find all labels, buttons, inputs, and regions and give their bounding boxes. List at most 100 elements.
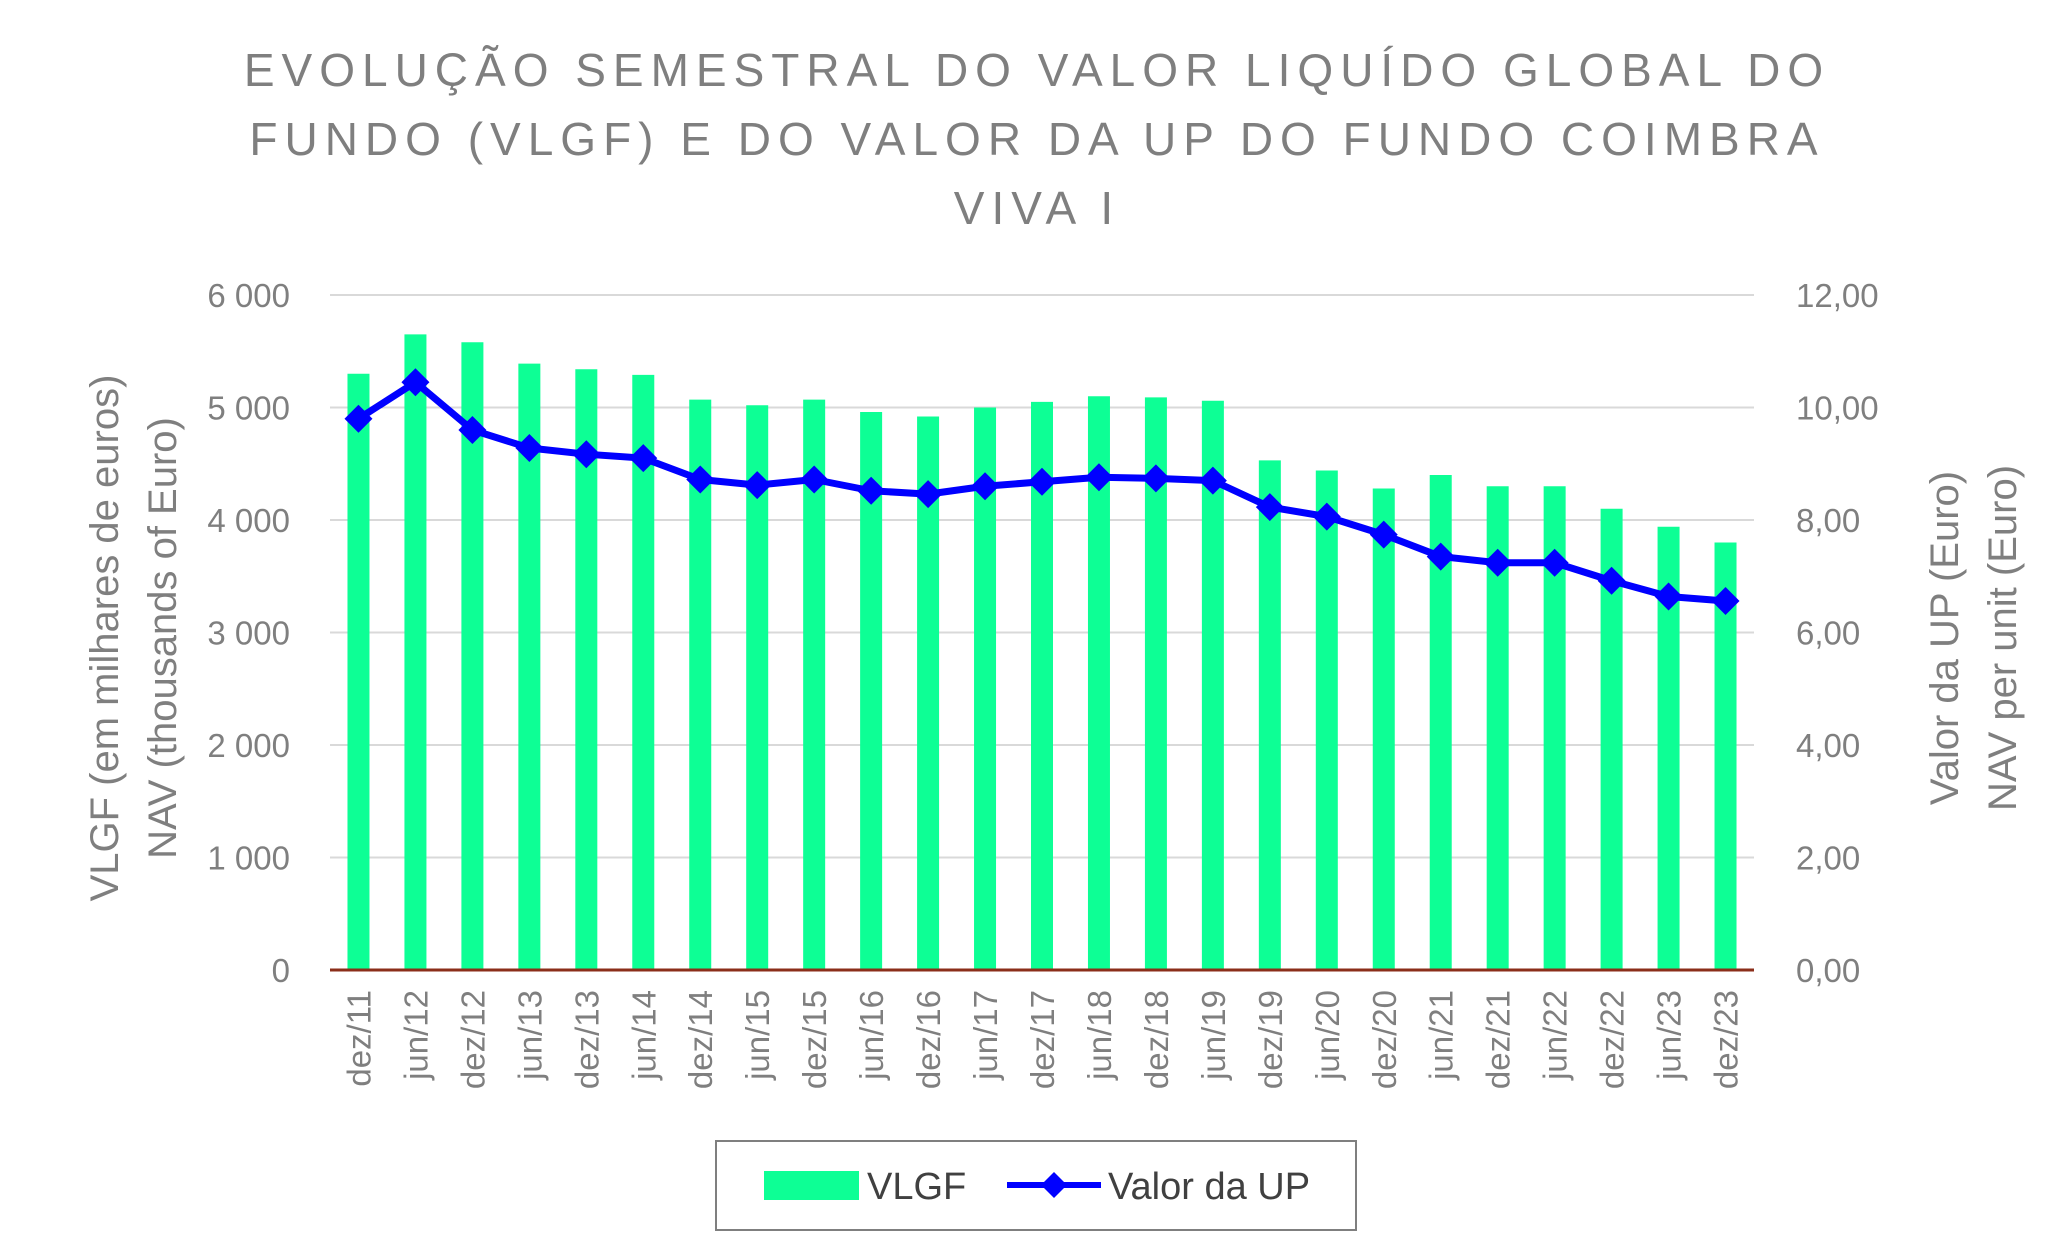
x-tick-label: dez/14: [682, 990, 719, 1089]
x-tick-label: dez/11: [340, 990, 377, 1087]
left-tick-label: 6 000: [207, 277, 290, 314]
x-tick-label: dez/21: [1480, 990, 1517, 1089]
right-tick-label: 4,00: [1796, 727, 1860, 764]
bar-dez/23: [1714, 542, 1737, 970]
x-tick-label: jun/20: [1309, 990, 1346, 1081]
point-jun/18: [1084, 463, 1113, 492]
vlgf-bars: [347, 334, 1737, 970]
bar-dez/13: [575, 369, 598, 970]
chart-title-line-3: VIVA I: [954, 182, 1120, 234]
legend-vlgf-swatch: [764, 1171, 859, 1200]
right-axis-ticks: 0,00 2,00 4,00 6,00 8,00 10,00 12,00: [1796, 277, 1879, 989]
right-axis-title-line-1: Valor da UP (Euro): [1923, 471, 1967, 805]
point-dez/19: [1255, 493, 1284, 522]
x-tick-label: dez/18: [1138, 990, 1175, 1089]
left-axis-title-line-1: VLGF (em milhares de euros): [83, 375, 127, 902]
x-tick-label: dez/22: [1594, 990, 1631, 1089]
bar-jun/21: [1429, 475, 1452, 970]
point-jun/13: [515, 434, 544, 462]
bar-jun/15: [746, 405, 769, 970]
point-dez/18: [1141, 464, 1170, 493]
point-dez/21: [1483, 548, 1512, 577]
left-axis-ticks: 0 1 000 2 000 3 000 4 000 5 000 6 000: [207, 277, 290, 989]
bar-jun/22: [1543, 486, 1566, 970]
x-tick-label: jun/22: [1537, 990, 1574, 1081]
x-tick-label: jun/13: [511, 990, 548, 1081]
left-tick-label: 4 000: [207, 502, 290, 539]
bar-jun/20: [1315, 470, 1338, 970]
legend-valor-da-up-label: Valor da UP: [1108, 1166, 1310, 1208]
right-tick-label: 10,00: [1796, 390, 1879, 427]
point-dez/14: [686, 465, 715, 494]
chart-title-line-2: FUNDO (VLGF) E DO VALOR DA UP DO FUNDO C…: [249, 113, 1824, 165]
x-tick-label: dez/15: [796, 990, 833, 1089]
left-tick-label: 0: [272, 952, 290, 989]
legend-valor-da-up-marker: [1041, 1172, 1067, 1198]
point-jun/22: [1540, 548, 1569, 577]
point-dez/20: [1369, 520, 1398, 549]
bar-jun/17: [974, 407, 997, 970]
valor-da-up-line: [344, 368, 1740, 615]
left-axis-title: VLGF (em milhares de euros) NAV (thousan…: [83, 375, 185, 902]
x-tick-label: jun/23: [1651, 990, 1688, 1081]
x-tick-label: dez/23: [1708, 990, 1745, 1089]
bar-jun/18: [1087, 396, 1110, 970]
left-tick-label: 2 000: [207, 727, 290, 764]
bar-dez/12: [461, 342, 484, 970]
point-dez/15: [800, 465, 829, 494]
point-dez/23: [1711, 587, 1740, 615]
point-jun/23: [1654, 582, 1683, 611]
bar-dez/17: [1031, 401, 1053, 970]
x-tick-label: dez/16: [910, 990, 947, 1089]
bar-dez/14: [689, 399, 712, 970]
point-jun/15: [743, 471, 772, 500]
bar-jun/14: [632, 374, 655, 970]
x-tick-label: jun/15: [739, 990, 776, 1081]
point-jun/12: [401, 368, 430, 397]
right-tick-label: 8,00: [1796, 502, 1860, 539]
point-dez/22: [1597, 566, 1626, 595]
bar-dez/21: [1486, 486, 1509, 970]
point-jun/16: [857, 476, 886, 505]
x-tick-label: jun/14: [625, 990, 662, 1081]
point-dez/11: [344, 404, 373, 433]
bar-dez/16: [917, 416, 940, 970]
chart-title-line-1: EVOLUÇÃO SEMESTRAL DO VALOR LIQUÍDO GLOB…: [244, 44, 1830, 96]
point-dez/17: [1028, 467, 1056, 496]
x-tick-label: dez/17: [1024, 990, 1061, 1089]
point-jun/14: [629, 444, 658, 473]
legend-vlgf-label: VLGF: [867, 1166, 966, 1208]
x-tick-label: jun/19: [1195, 990, 1232, 1081]
point-jun/21: [1426, 542, 1455, 571]
point-dez/12: [458, 416, 487, 444]
x-tick-label: jun/21: [1423, 990, 1460, 1081]
bar-dez/22: [1600, 508, 1623, 970]
right-tick-label: 6,00: [1796, 615, 1860, 652]
x-tick-label: jun/17: [967, 990, 1004, 1081]
right-tick-label: 0,00: [1796, 952, 1860, 989]
left-tick-label: 1 000: [207, 840, 290, 877]
bar-jun/19: [1201, 400, 1224, 970]
bar-jun/13: [518, 363, 541, 970]
point-dez/16: [914, 480, 943, 509]
chart-title: EVOLUÇÃO SEMESTRAL DO VALOR LIQUÍDO GLOB…: [244, 44, 1830, 234]
point-jun/19: [1198, 466, 1227, 495]
bar-dez/18: [1144, 397, 1167, 970]
point-jun/17: [971, 472, 1000, 501]
x-tick-label: dez/13: [568, 990, 605, 1089]
bar-dez/15: [803, 399, 826, 970]
bar-dez/11: [347, 373, 370, 970]
left-tick-label: 5 000: [207, 390, 290, 427]
bar-dez/19: [1258, 460, 1281, 970]
x-tick-label: jun/18: [1081, 990, 1118, 1081]
bar-dez/20: [1372, 488, 1395, 970]
right-axis-title-line-2: NAV per unit (Euro): [1981, 465, 2025, 811]
bar-jun/16: [860, 412, 883, 970]
bar-jun/12: [404, 334, 427, 970]
x-axis-ticks: dez/11 jun/12 dez/12 jun/13 dez/13 jun/14 dez/…: [340, 990, 1744, 1089]
legend: VLGF Valor da UP: [715, 1140, 1357, 1231]
right-axis-title: Valor da UP (Euro) NAV per unit (Euro): [1923, 465, 2025, 811]
x-tick-label: dez/19: [1252, 990, 1289, 1089]
